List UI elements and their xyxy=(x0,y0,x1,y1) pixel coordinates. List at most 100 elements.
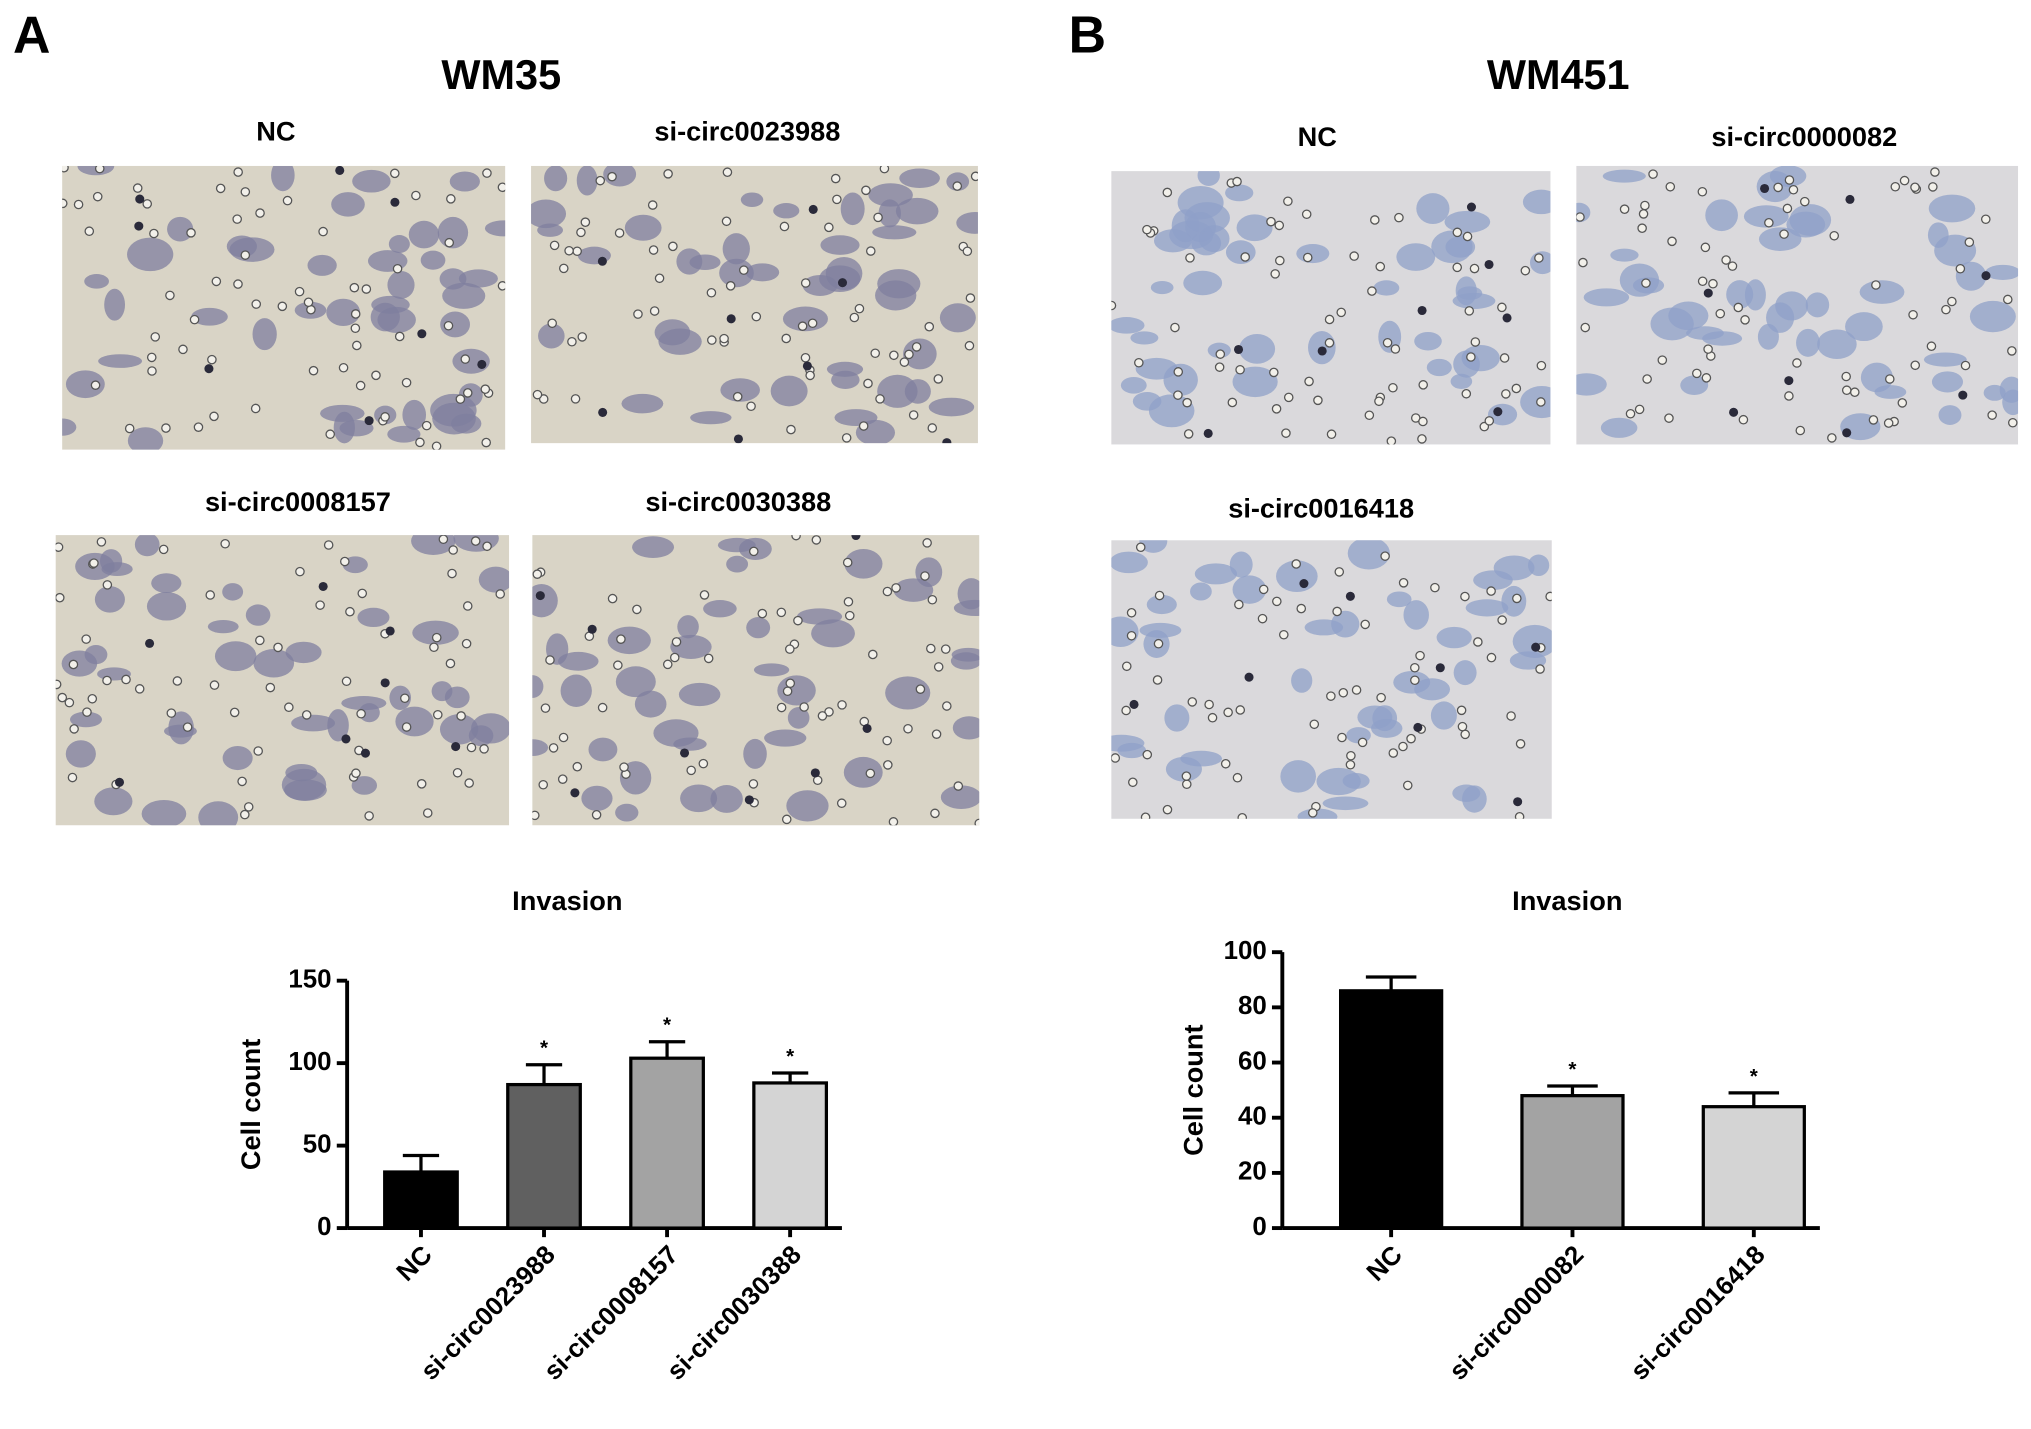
bar xyxy=(383,1170,459,1230)
x-tick-label: NC xyxy=(1362,1241,1408,1287)
cell xyxy=(1117,742,1147,759)
pore xyxy=(1484,416,1495,426)
pore xyxy=(1871,280,1881,290)
pore xyxy=(1536,360,1547,371)
pore xyxy=(240,809,250,820)
pore xyxy=(1930,167,1940,177)
cell xyxy=(226,235,257,258)
pore xyxy=(68,659,79,670)
cell xyxy=(449,171,480,192)
cell xyxy=(1322,796,1369,811)
dark-spot xyxy=(341,734,351,744)
pore xyxy=(721,216,732,227)
pore xyxy=(1461,388,1472,399)
pore xyxy=(1345,759,1356,770)
dark-spot xyxy=(810,768,820,778)
cell xyxy=(1403,600,1429,630)
pore xyxy=(340,556,350,567)
pore xyxy=(781,814,792,825)
cell xyxy=(440,311,471,338)
pore xyxy=(401,722,412,732)
cell xyxy=(722,233,750,265)
dark-spot xyxy=(335,165,345,176)
cell xyxy=(720,378,760,402)
y-tick-label: 0 xyxy=(317,1213,331,1241)
cell xyxy=(1280,760,1316,793)
dark-spot xyxy=(417,329,427,339)
pore xyxy=(837,700,847,710)
cell xyxy=(431,681,453,702)
dark-spot xyxy=(726,314,736,324)
pore xyxy=(1987,410,1997,420)
pore xyxy=(952,181,963,191)
pore xyxy=(962,246,973,257)
dark-spot xyxy=(1703,288,1713,298)
pore xyxy=(558,732,569,743)
pore xyxy=(1207,712,1218,723)
cell xyxy=(875,280,917,311)
pore xyxy=(1452,262,1463,273)
pore xyxy=(1142,224,1152,235)
pore xyxy=(1370,215,1380,225)
cell xyxy=(439,714,479,745)
pore xyxy=(891,583,901,593)
pore xyxy=(209,680,220,690)
pore xyxy=(1964,237,1975,248)
pore xyxy=(1183,429,1194,439)
pore xyxy=(380,412,390,422)
pore xyxy=(699,590,710,600)
y-tick-label: 40 xyxy=(1238,1103,1267,1131)
pore xyxy=(748,546,759,557)
micrograph xyxy=(1111,540,1552,819)
cell xyxy=(1431,230,1473,264)
pore xyxy=(415,437,425,448)
cells xyxy=(532,535,980,826)
pore xyxy=(597,702,608,713)
pore xyxy=(401,377,412,388)
cell xyxy=(1111,317,1145,334)
pore xyxy=(1275,255,1285,266)
pore xyxy=(1215,349,1226,359)
cell xyxy=(1845,312,1883,342)
pore xyxy=(438,535,449,545)
cell xyxy=(1452,784,1481,802)
cell xyxy=(1576,373,1607,396)
cell xyxy=(214,641,257,672)
cell xyxy=(1373,280,1400,296)
dark-spot xyxy=(598,407,608,417)
dark-spot xyxy=(364,416,374,426)
pore xyxy=(240,187,251,197)
pore xyxy=(1849,387,1860,398)
pore xyxy=(232,214,242,224)
pore xyxy=(462,601,473,611)
cell xyxy=(395,706,434,737)
pore xyxy=(1955,263,1966,274)
cell xyxy=(1414,331,1442,351)
cell xyxy=(1743,205,1789,228)
pore xyxy=(1960,360,1971,371)
y-axis-label: Cell count xyxy=(235,1039,266,1170)
cell xyxy=(532,583,558,618)
pore xyxy=(1173,367,1184,377)
pore xyxy=(1578,257,1588,268)
cell xyxy=(621,393,664,414)
pore xyxy=(1637,223,1647,233)
cell xyxy=(1758,227,1802,251)
cell xyxy=(1191,231,1222,256)
pore xyxy=(64,697,75,708)
pore xyxy=(1181,779,1192,790)
cell xyxy=(387,425,421,443)
pore xyxy=(1715,308,1726,319)
panel-label: B xyxy=(1069,6,1106,64)
pore xyxy=(1473,637,1483,647)
pore xyxy=(2002,294,2013,305)
dark-spot xyxy=(134,221,144,231)
pore xyxy=(1897,398,1908,408)
cell xyxy=(1130,331,1159,345)
pore xyxy=(1947,296,1957,307)
bar xyxy=(506,1082,582,1230)
cell xyxy=(957,578,980,610)
pore xyxy=(146,352,157,363)
pore xyxy=(1337,732,1347,743)
pore xyxy=(1665,181,1676,192)
